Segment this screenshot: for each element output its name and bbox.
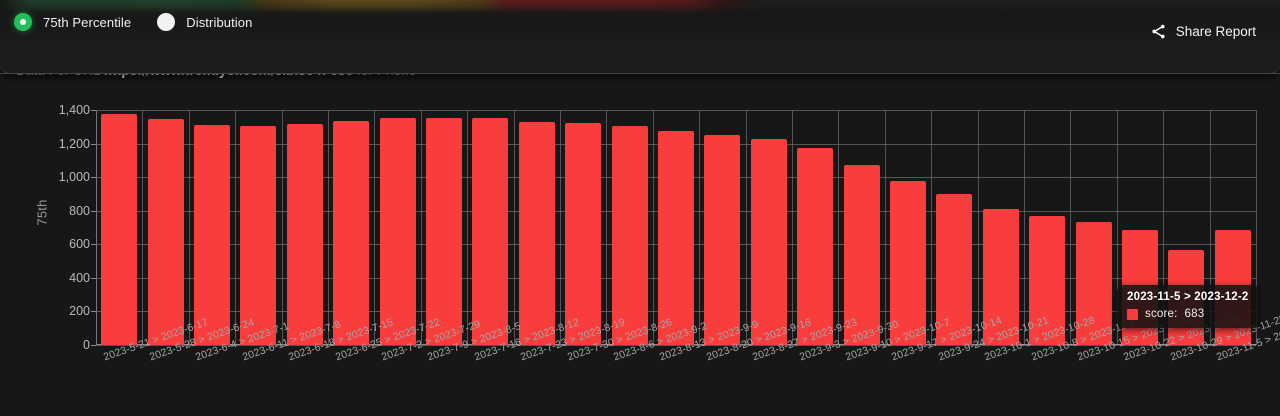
y-tick-mark — [91, 244, 96, 246]
y-axis-ticks: 0 200 400 600 800 1,000 1,200 1,400 — [30, 103, 90, 352]
chart-tooltip: 2023-11-5 > 2023-12-2 score: 683 — [1117, 285, 1259, 328]
y-tick-mark — [91, 210, 96, 212]
y-tick-label: 0 — [83, 338, 90, 352]
y-tick-mark — [91, 143, 96, 145]
tooltip-metric-label: score: — [1145, 308, 1178, 320]
gridline-vertical — [1210, 110, 1211, 345]
header-toolbar: 75th Percentile Distribution Share Repor… — [0, 0, 1280, 74]
gridline-horizontal — [96, 345, 1256, 346]
bar-10[interactable] — [565, 123, 601, 345]
bar-17[interactable] — [890, 180, 926, 345]
gridline-vertical — [1117, 110, 1118, 345]
gridline-vertical — [467, 110, 468, 345]
bar-7[interactable] — [426, 117, 462, 345]
bar-4[interactable] — [287, 124, 323, 345]
bar-2[interactable] — [194, 124, 230, 345]
gridline-vertical — [560, 110, 561, 345]
radio-option-distribution[interactable]: Distribution — [157, 13, 252, 31]
gridline-vertical — [746, 110, 747, 345]
y-tick-label: 1,000 — [58, 170, 90, 185]
bar-11[interactable] — [612, 125, 648, 345]
gridline-vertical — [514, 110, 515, 345]
gridline-vertical — [699, 110, 700, 345]
bar-18[interactable] — [936, 193, 972, 345]
tooltip-metric-row: score: 683 — [1127, 308, 1249, 320]
y-tick-mark — [91, 345, 96, 346]
gridline-vertical — [96, 110, 97, 345]
y-tick-label: 400 — [69, 270, 90, 285]
share-report-button[interactable]: Share Report — [1141, 18, 1265, 45]
view-mode-toggle-group: 75th Percentile Distribution — [14, 13, 252, 31]
gridline-vertical — [838, 110, 839, 345]
gridline-vertical — [1024, 110, 1025, 345]
bar-20[interactable] — [1029, 216, 1065, 345]
y-tick-label: 600 — [69, 237, 90, 252]
gridline-vertical — [189, 110, 190, 345]
y-tick-mark — [91, 177, 96, 179]
y-tick-mark — [91, 110, 96, 111]
gridline-vertical — [978, 110, 979, 345]
plot-area — [96, 110, 1257, 346]
gridline-vertical — [1163, 110, 1164, 345]
bar-8[interactable] — [472, 118, 508, 345]
bar-13[interactable] — [704, 134, 740, 345]
radio-off-icon[interactable] — [157, 13, 176, 31]
y-tick-mark — [91, 311, 96, 313]
bar-1[interactable] — [148, 119, 184, 345]
gridline-vertical — [374, 110, 375, 345]
radio-option-75th-percentile[interactable]: 75th Percentile — [14, 13, 131, 31]
y-tick-label: 1,200 — [58, 136, 90, 151]
bar-3[interactable] — [240, 125, 276, 345]
bar-9[interactable] — [519, 121, 555, 345]
gridline-vertical — [792, 110, 793, 345]
bar-15[interactable] — [797, 148, 833, 345]
gridline-vertical — [328, 110, 329, 345]
gridline-vertical — [1070, 110, 1071, 345]
bar-6[interactable] — [380, 118, 416, 345]
radio-label-75th-percentile: 75th Percentile — [43, 14, 132, 30]
tooltip-color-swatch — [1127, 308, 1138, 320]
bar-14[interactable] — [751, 139, 787, 345]
gridline-vertical — [885, 110, 886, 345]
chart-container: 75th 0 200 400 600 800 1,000 1,200 1,400 2023-5… — [0, 80, 1280, 416]
share-report-label: Share Report — [1175, 24, 1256, 39]
gridline-vertical — [235, 110, 236, 345]
tooltip-title: 2023-11-5 > 2023-12-2 — [1127, 291, 1249, 303]
bar-16[interactable] — [844, 164, 880, 345]
gridline-vertical — [1256, 110, 1257, 345]
y-tick-mark — [91, 277, 96, 279]
gridline-vertical — [282, 110, 283, 345]
gridline-vertical — [931, 110, 932, 345]
radio-on-icon[interactable] — [14, 13, 32, 31]
bar-21[interactable] — [1076, 222, 1112, 345]
y-tick-label: 200 — [69, 304, 90, 319]
share-icon — [1150, 23, 1167, 40]
gridline-vertical — [606, 110, 607, 345]
y-tick-label: 800 — [69, 203, 90, 218]
radio-label-distribution: Distribution — [186, 14, 253, 30]
gridline-vertical — [421, 110, 422, 345]
bar-12[interactable] — [658, 130, 694, 345]
tooltip-metric-value: 683 — [1184, 308, 1205, 320]
y-tick-label: 1,400 — [58, 103, 90, 117]
gridline-vertical — [142, 110, 143, 345]
bar-19[interactable] — [983, 208, 1019, 345]
gridline-horizontal — [96, 110, 1256, 111]
bar-5[interactable] — [333, 120, 369, 345]
gridline-vertical — [653, 110, 654, 345]
bar-0[interactable] — [101, 114, 137, 345]
